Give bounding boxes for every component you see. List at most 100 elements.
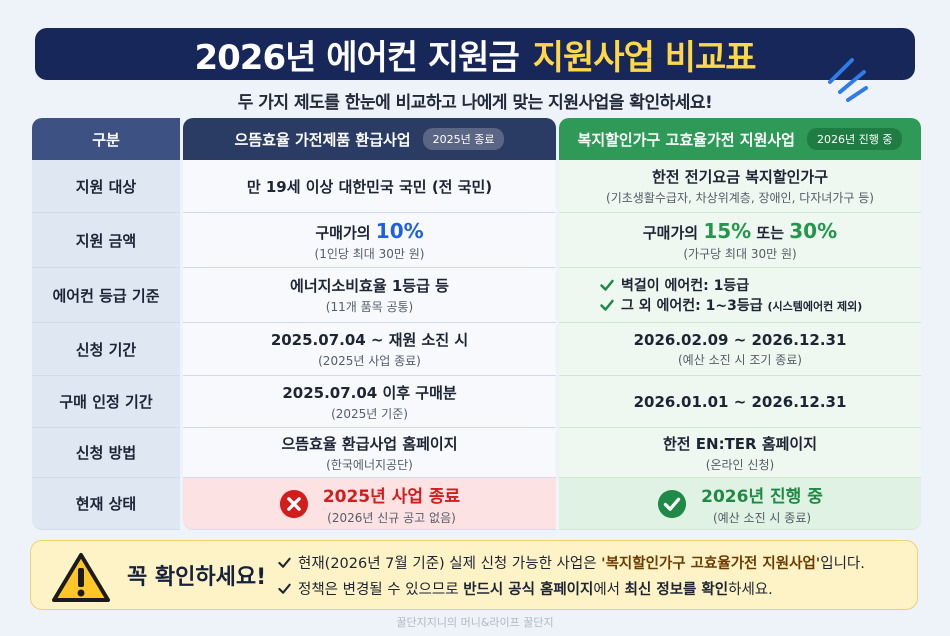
text-segment: 10%: [375, 218, 424, 243]
check-icon: [600, 279, 614, 291]
cell-sub: (온라인 신청): [705, 457, 775, 472]
table-cell: 2025년 사업 종료 (2026년 신규 공고 없음): [183, 478, 556, 530]
notice-line: 현재(2026년 7월 기준) 실제 신청 가능한 사업은 '복지할인가구 고효…: [277, 549, 865, 575]
status-text: 2025년 사업 종료 (2026년 신규 공고 없음): [323, 482, 460, 526]
column-title: 구분: [92, 130, 120, 149]
notice-text: 정책은 변경될 수 있으므로 반드시 공식 홈페이지에서 최신 정보를 확인하세…: [298, 578, 773, 599]
table-cell: 한전 전기요금 복지할인가구 (기초생활수급자, 차상위계층, 장애인, 다자녀가…: [559, 160, 921, 213]
notice-heading: 꼭 확인하세요!: [122, 559, 271, 594]
cell-main: 한전 EN:TER 홈페이지: [663, 433, 817, 454]
cell-sub: (2025년 기준): [331, 406, 408, 421]
text-segment: 입니다.: [820, 555, 865, 572]
title-bar: 2026년 에어컨 지원금 지원사업 비교표: [35, 28, 915, 80]
table-cell: 2026.02.09 ~ 2026.12.31 (예산 소진 시 조기 종료): [559, 323, 921, 376]
table-cell: 2025.07.04 ~ 재원 소진 시 (2025년 사업 종료): [183, 323, 556, 376]
text-segment: 하세요.: [728, 581, 773, 598]
cell-sub: (11개 품목 공통): [325, 300, 414, 314]
line-text: 그 외 에어컨: 1~3등급 (시스템에어컨 제외): [621, 295, 862, 315]
text-segment: 2025.07.04 이후 구매분: [282, 383, 457, 402]
cell-main: 2026.01.01 ~ 2026.12.31: [634, 393, 847, 411]
check-dark-icon: [278, 583, 291, 594]
cell-sub: (기초생활수급자, 차상위계층, 장애인, 다자녀가구 등): [606, 191, 874, 205]
warning-icon: [52, 553, 110, 602]
text-segment: 에서: [593, 581, 625, 598]
cell-main: 2026년 진행 중: [701, 482, 823, 507]
cell-sub: (예산 소진 시 조기 종료): [678, 352, 802, 367]
text-segment: 정책은 변경될 수 있으므로: [298, 581, 464, 598]
notice-line: 정책은 변경될 수 있으므로 반드시 공식 홈페이지에서 최신 정보를 확인하세…: [277, 575, 865, 601]
status-badge: 2026년 진행 중: [806, 128, 903, 150]
ok-icon: [658, 489, 687, 518]
check-line: 그 외 에어컨: 1~3등급 (시스템에어컨 제외): [599, 295, 862, 315]
cell-main: 2025.07.04 ~ 재원 소진 시: [271, 329, 468, 350]
table-cell: 한전 EN:TER 홈페이지 (온라인 신청): [559, 428, 921, 478]
check-line: 벽걸이 에어컨: 1등급: [599, 275, 749, 295]
table-cell: 에너지소비효율 1등급 등 (11개 품목 공통): [183, 268, 556, 323]
cell-main: 만 19세 이상 대한민국 국민 (전 국민): [247, 176, 492, 197]
row-label: 구매 인정 기간: [32, 376, 180, 428]
notice-text: 현재(2026년 7월 기준) 실제 신청 가능한 사업은 '복지할인가구 고효…: [298, 552, 865, 573]
text-segment: 2026년 진행 중: [701, 486, 823, 507]
text-segment: 2026.02.09 ~ 2026.12.31: [633, 330, 847, 349]
column-header: 복지할인가구 고효율가전 지원사업 2026년 진행 중: [559, 118, 921, 160]
column-title: 으뜸효율 가전제품 환급사업: [234, 130, 411, 149]
subtitle: 두 가지 제도를 한눈에 비교하고 나에게 맞는 지원사업을 확인하세요!: [237, 93, 713, 113]
text-segment: 2025년 사업 종료: [322, 486, 461, 507]
check-dark-icon: [278, 557, 291, 568]
cell-sub: (가구당 최대 30만 원): [683, 246, 797, 261]
text-segment: 구매가의: [315, 223, 376, 242]
table-cell: 2025.07.04 이후 구매분 (2025년 기준): [183, 376, 556, 428]
cell-sub: (예산 소진 시 종료): [712, 510, 812, 525]
status-badge: 2025년 종료: [422, 128, 505, 150]
text-segment: 15%: [703, 218, 752, 243]
text-segment: (시스템에어컨 제외): [767, 300, 863, 313]
text-segment: 으뜸효율 환급사업 홈페이지: [281, 434, 458, 453]
cell-main: 구매가의 10%: [315, 219, 423, 243]
cell-sub: (2026년 신규 공고 없음): [327, 510, 456, 525]
text-segment: 반드시 공식 홈페이지: [463, 581, 594, 598]
cell-main: 2026.02.09 ~ 2026.12.31: [634, 331, 847, 349]
text-segment: 그 외 에어컨: 1~3등급: [621, 298, 768, 314]
column-header: 으뜸효율 가전제품 환급사업 2025년 종료: [183, 118, 556, 160]
decoration: [828, 58, 868, 102]
row-label: 에어컨 등급 기준: [32, 268, 180, 323]
text-segment: 30%: [789, 218, 838, 243]
cell-main: 2025년 사업 종료: [323, 482, 460, 507]
status: 2025년 사업 종료 (2026년 신규 공고 없음): [279, 482, 460, 526]
row-label: 지원 금액: [32, 213, 180, 268]
column-title: 복지할인가구 고효율가전 지원사업: [577, 130, 795, 149]
cell-main: 구매가의 15% 또는 30%: [643, 219, 837, 243]
notice-box: 꼭 확인하세요! 현재(2026년 7월 기준) 실제 신청 가능한 사업은 '…: [30, 540, 918, 610]
cell-sub: (2025년 사업 종료): [318, 354, 421, 368]
status: 2026년 진행 중 (예산 소진 시 종료): [657, 482, 823, 526]
column-header: 구분: [32, 118, 180, 160]
table-cell: 2026년 진행 중 (예산 소진 시 종료): [559, 478, 921, 530]
cell-main: 에너지소비효율 1등급 등: [290, 275, 449, 296]
text-segment: 벽걸이 에어컨: 1등급: [621, 278, 750, 294]
text-segment: '복지할인가구 고효율가전 지원사업': [601, 555, 821, 572]
table-cell: 2026.01.01 ~ 2026.12.31: [559, 376, 921, 428]
check-icon: [600, 299, 614, 311]
row-label: 신청 방법: [32, 428, 180, 478]
text-segment: 구매가의: [642, 223, 704, 242]
cell-main: 으뜸효율 환급사업 홈페이지: [281, 433, 457, 454]
text-segment: 한전 전기요금 복지할인가구: [651, 168, 829, 186]
title-highlight: 지원사업 비교표: [532, 37, 757, 78]
table-cell: 구매가의 10% (1인당 최대 30만 원): [183, 213, 556, 268]
text-segment: 2026.01.01 ~ 2026.12.31: [633, 392, 847, 411]
status-text: 2026년 진행 중 (예산 소진 시 종료): [701, 482, 823, 526]
text-segment: 만 19세 이상 대한민국 국민 (전 국민): [246, 177, 493, 196]
title: 2026년 에어컨 지원금: [194, 37, 519, 78]
cell-main: 2025.07.04 이후 구매분: [282, 382, 456, 403]
row-label: 신청 기간: [32, 323, 180, 376]
text-segment: 2025.07.04 ~ 재원 소진 시: [270, 331, 469, 349]
row-label: 현재 상태: [32, 478, 180, 530]
text-segment: 에너지소비효율 1등급 등: [290, 277, 449, 295]
table-cell: 만 19세 이상 대한민국 국민 (전 국민): [183, 160, 556, 213]
notice-lines: 현재(2026년 7월 기준) 실제 신청 가능한 사업은 '복지할인가구 고효…: [277, 549, 865, 601]
row-label: 지원 대상: [32, 160, 180, 213]
table-cell: 벽걸이 에어컨: 1등급 그 외 에어컨: 1~3등급 (시스템에어컨 제외): [559, 268, 921, 323]
text-segment: 최신 정보를 확인: [624, 581, 729, 598]
table-cell: 으뜸효율 환급사업 홈페이지 (한국에너지공단): [183, 428, 556, 478]
